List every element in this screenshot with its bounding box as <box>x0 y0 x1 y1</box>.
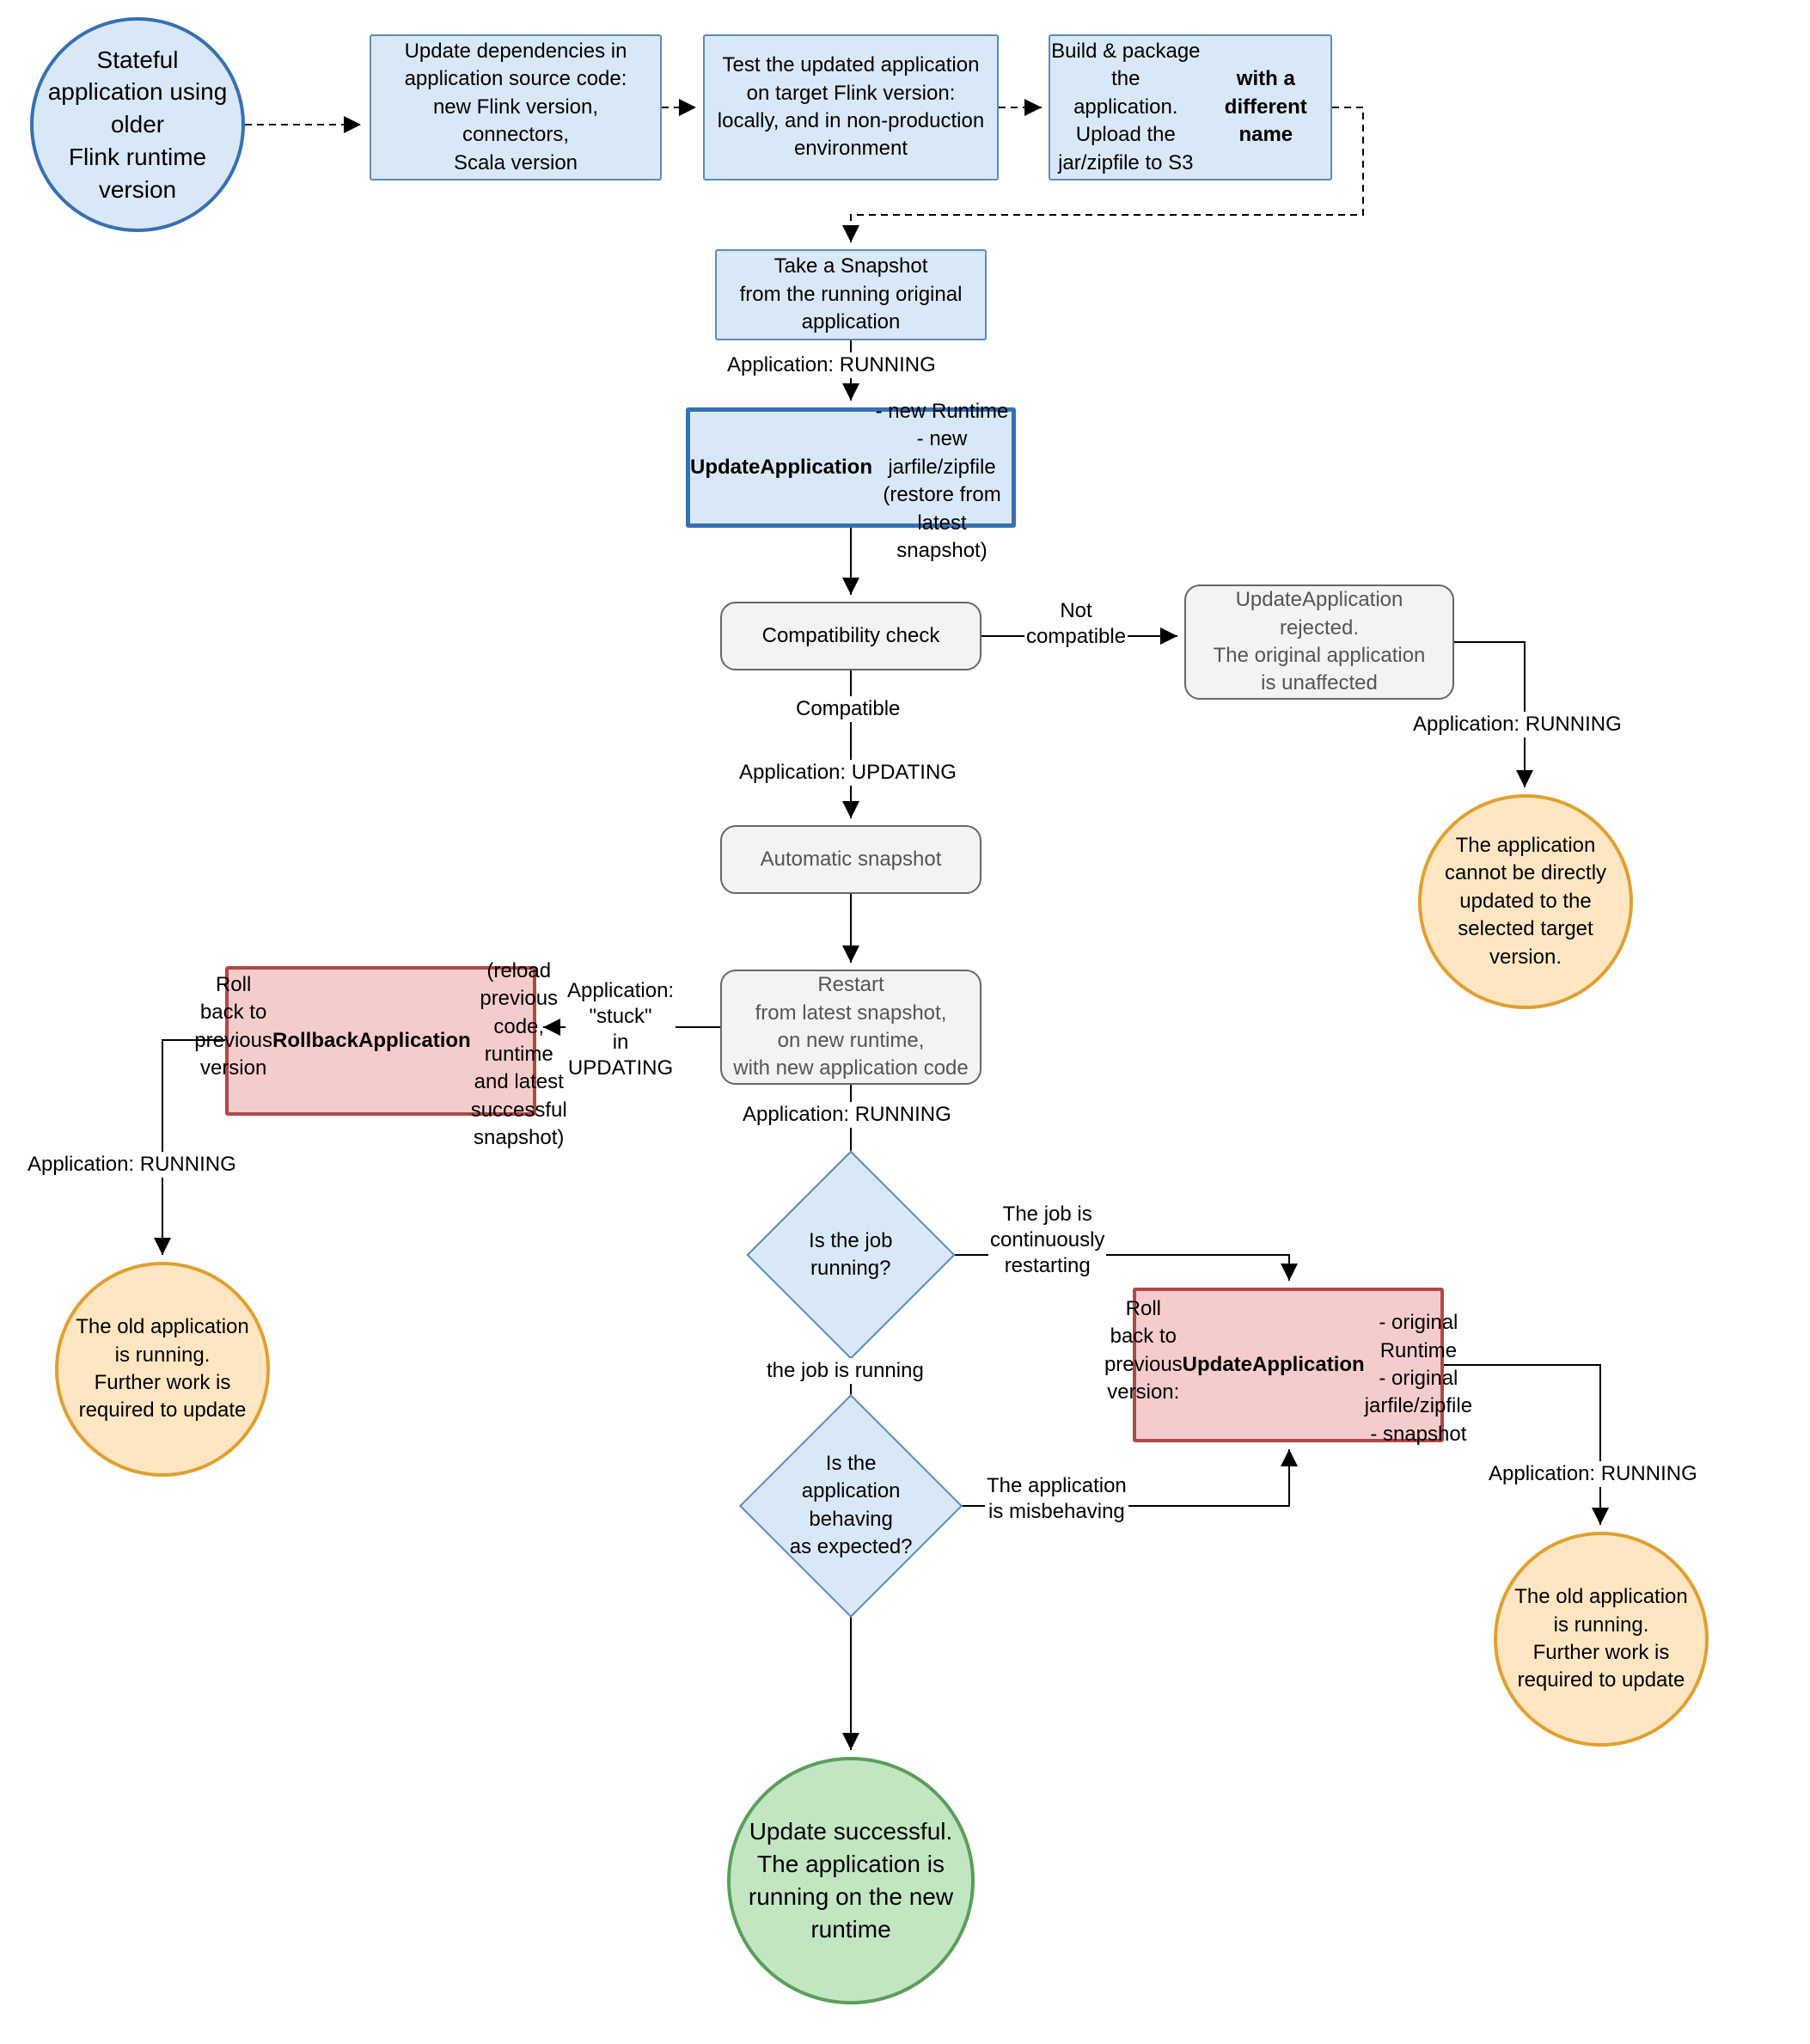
edge-label: Compatible <box>794 696 902 722</box>
node-test: Test the updated applicationon target Fl… <box>703 34 999 181</box>
node-behaving: Is the applicationbehavingas expected? <box>739 1394 963 1618</box>
node-old_running_left: The old applicationis running.Further wo… <box>55 1262 270 1477</box>
node-snapshot: Take a Snapshotfrom the running original… <box>715 249 987 340</box>
edge-label: Application: RUNNING <box>741 1102 953 1128</box>
node-auto_snap: Automatic snapshot <box>720 825 981 894</box>
node-compat: Compatibility check <box>720 602 981 670</box>
node-restart: Restartfrom latest snapshot,on new runti… <box>720 970 981 1085</box>
node-start: Statefulapplication usingolderFlink runt… <box>30 17 245 232</box>
node-rollback_left: Roll back to previous versionRollbackApp… <box>225 966 536 1116</box>
edge-label: Application: RUNNING <box>26 1152 238 1178</box>
node-update_app: UpdateApplication- new Runtime- new jarf… <box>686 407 1016 528</box>
node-rejected: UpdateApplicationrejected.The original a… <box>1184 584 1454 700</box>
node-old_running_right: The old applicationis running.Further wo… <box>1494 1532 1709 1747</box>
edge-label: Notcompatible <box>1024 598 1128 650</box>
edge-label: Application: RUNNING <box>1411 712 1623 737</box>
edge-label: Application: RUNNING <box>725 352 938 378</box>
edge-label: Application: RUNNING <box>1487 1461 1699 1487</box>
node-is_running: Is the job running? <box>746 1150 955 1359</box>
node-update_deps: Update dependencies inapplication source… <box>370 34 662 181</box>
node-cannot_update: The applicationcannot be directlyupdated… <box>1418 794 1633 1009</box>
edge-label: The job iscontinuouslyrestarting <box>988 1202 1106 1279</box>
edge-label: the job is running <box>765 1358 926 1384</box>
edge-label: Application: UPDATING <box>737 760 958 786</box>
node-rollback_right: Roll back to previous version:UpdateAppl… <box>1133 1288 1444 1442</box>
edge-label: The applicationis misbehaving <box>985 1473 1128 1525</box>
node-success: Update successful.The application isrunn… <box>727 1757 975 2004</box>
node-build: Build & package theapplication.Upload th… <box>1049 34 1332 181</box>
edge-label: Application:"stuck"inUPDATING <box>566 978 676 1081</box>
